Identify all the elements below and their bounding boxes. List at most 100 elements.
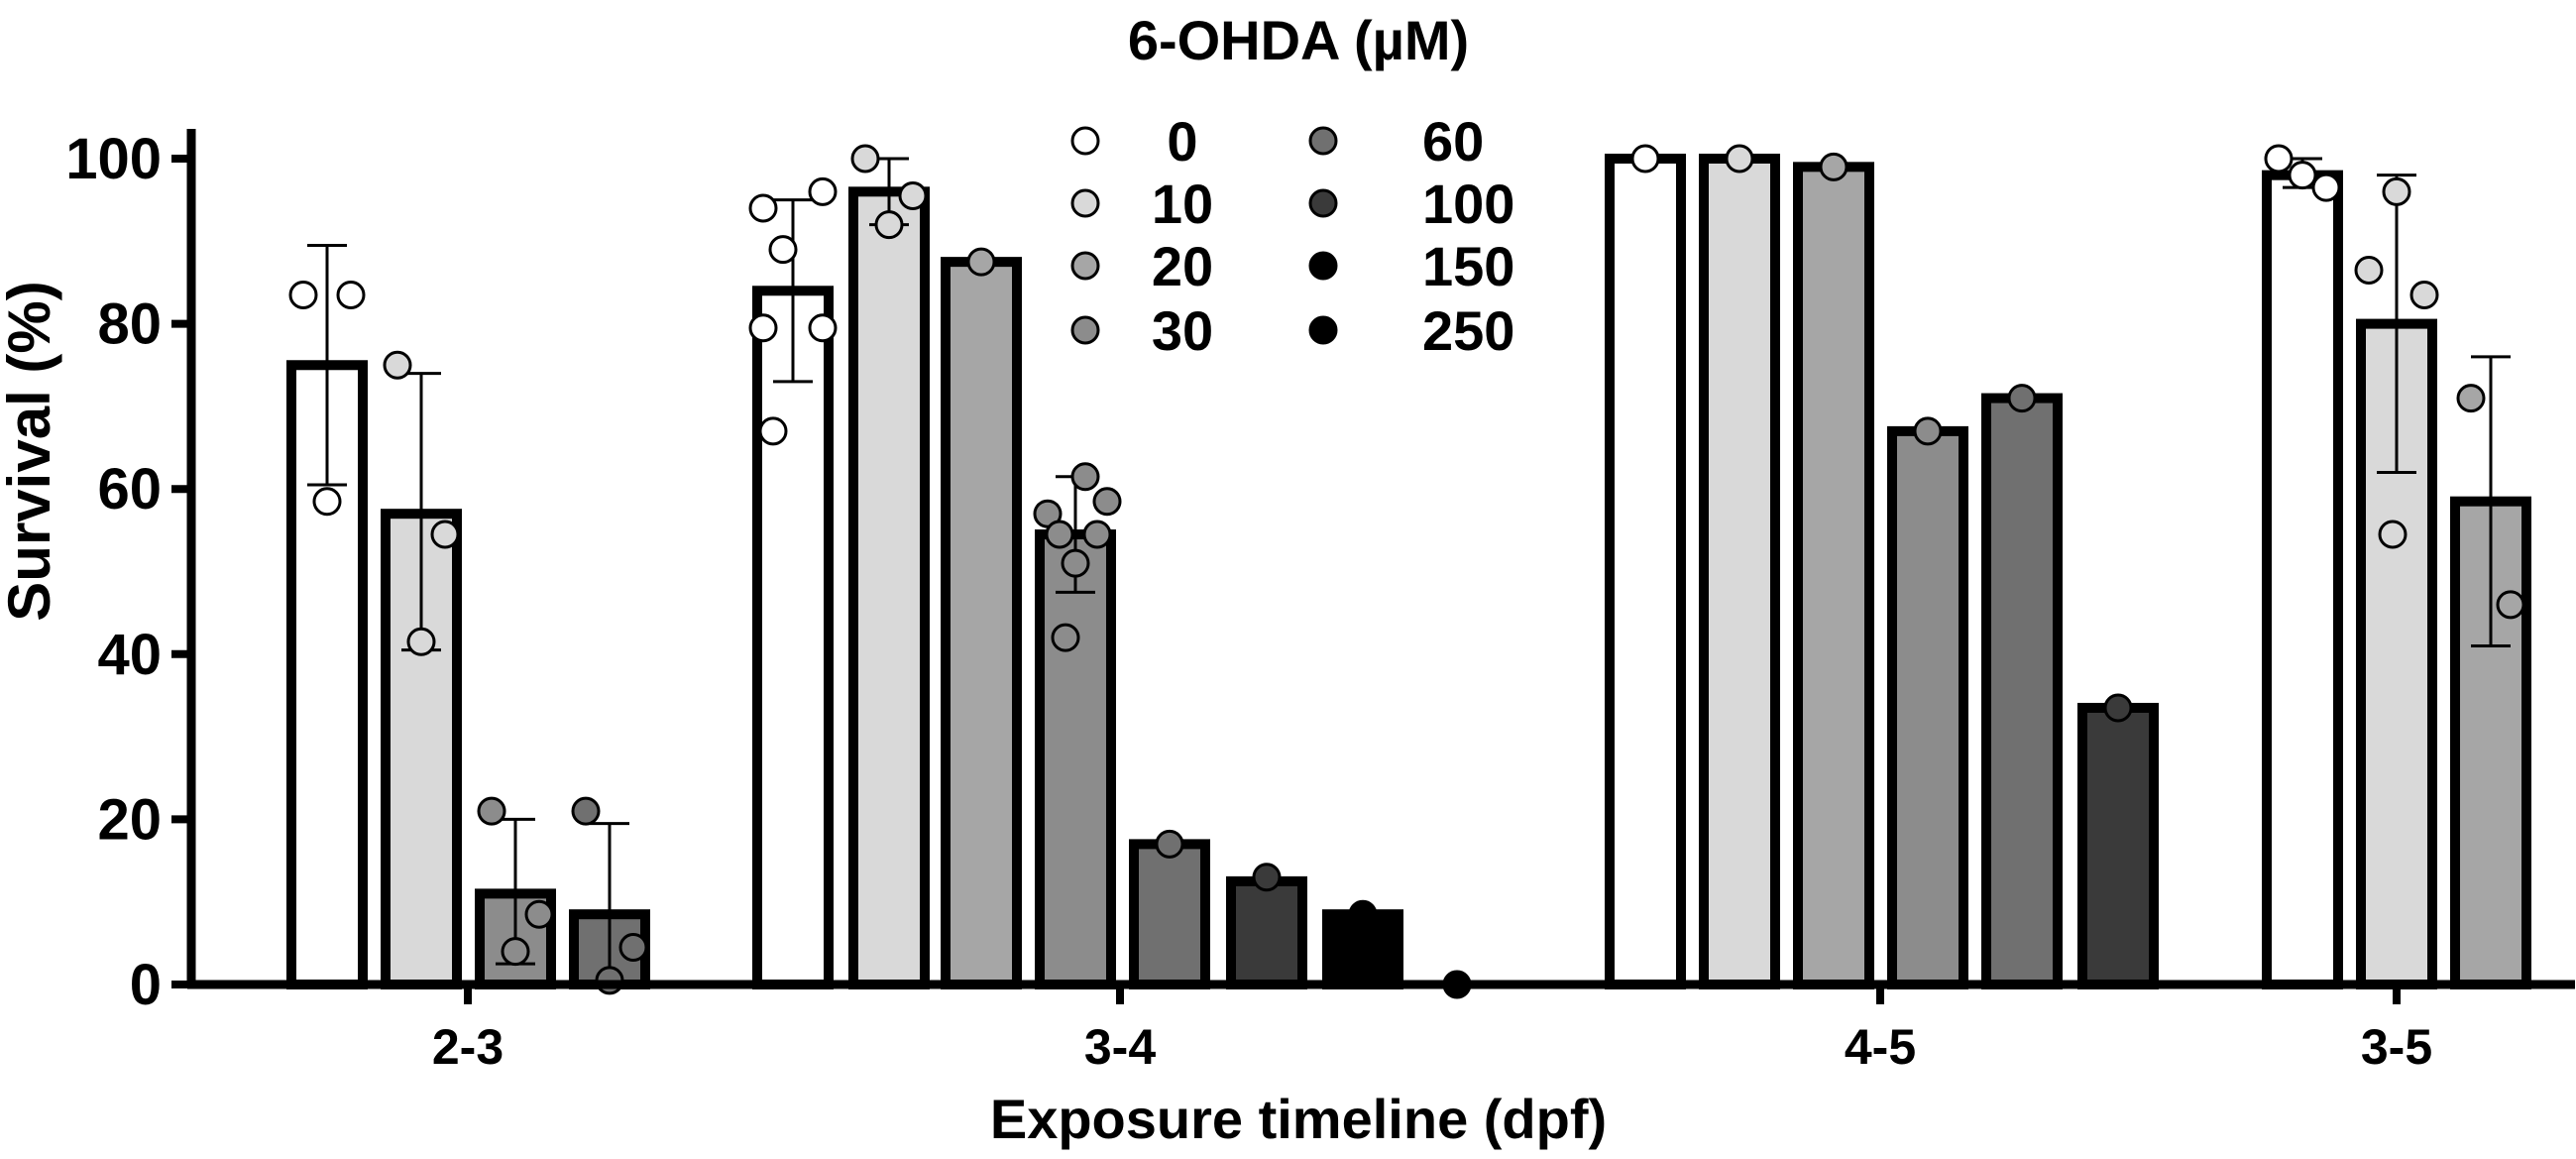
bar (1035, 529, 1116, 989)
y-tick-label: 20 (97, 787, 162, 852)
legend-marker (1070, 188, 1100, 218)
legend-marker (1308, 126, 1338, 156)
data-point (383, 350, 412, 380)
data-point (501, 937, 530, 967)
data-point (1913, 416, 1943, 446)
axes-layer: 0 20 40 60 80 100 2-3 3-4 4-5 3-5 (65, 127, 2575, 1075)
data-point (1819, 152, 1848, 181)
data-point (1348, 899, 1378, 929)
data-point (808, 176, 838, 206)
data-point (768, 235, 798, 265)
legend-marker (1308, 315, 1338, 345)
data-point (336, 280, 366, 309)
data-point (1155, 829, 1184, 859)
legend-label: 30 (1152, 299, 1213, 362)
data-point (2382, 176, 2411, 206)
data-point (1051, 623, 1080, 652)
bar (1793, 162, 1874, 989)
data-point (1070, 462, 1100, 492)
bar-group-2-3-0 (286, 243, 368, 989)
data-point (2311, 173, 2341, 202)
legend-marker (1070, 315, 1100, 345)
bar-group-2-3-10 (381, 350, 462, 989)
bar (2077, 702, 2159, 989)
bar-group-4-5-30 (1887, 416, 1968, 989)
legend-item-20: 20 (1070, 235, 1213, 297)
legend-item-0: 0 (1070, 110, 1198, 173)
bar (752, 286, 834, 989)
data-point (758, 416, 788, 446)
legend-item-30: 30 (1070, 299, 1213, 362)
data-point (1252, 863, 1282, 892)
y-tick-label: 80 (97, 292, 162, 357)
bar (1981, 393, 2063, 989)
data-point (2007, 384, 2037, 413)
data-point (2378, 520, 2408, 549)
bar-group-4-5-100 (2077, 693, 2159, 989)
legend-marker (1308, 188, 1338, 218)
bar (2262, 170, 2343, 990)
data-point (477, 796, 506, 826)
legend-marker (1308, 251, 1338, 281)
legend-marker (1070, 251, 1100, 281)
legend-label: 150 (1422, 235, 1514, 297)
x-axis-label: Exposure timeline (dpf) (990, 1088, 1607, 1150)
bar-group-2-3-30 (475, 796, 556, 989)
y-tick-label: 40 (97, 623, 162, 687)
data-point (406, 627, 436, 656)
legend-label: 20 (1152, 235, 1213, 297)
legend-label: 10 (1152, 173, 1213, 235)
bar-group-3-4-10 (848, 144, 930, 989)
x-tick-label: 4-5 (1845, 1019, 1916, 1075)
data-point (524, 899, 554, 929)
bar (1226, 875, 1307, 989)
data-point (748, 313, 778, 343)
data-point (618, 933, 648, 963)
y-tick-label: 0 (130, 953, 162, 1017)
bar (848, 186, 930, 989)
data-point (1045, 520, 1074, 549)
data-point (808, 313, 838, 343)
bar-group-3-4-30 (1033, 462, 1122, 989)
data-point (2288, 161, 2317, 190)
bars-layer (286, 144, 2531, 999)
data-point (2456, 384, 2486, 413)
data-point (571, 796, 601, 826)
legend-item-150: 150 (1308, 235, 1514, 297)
bar-group-3-5-0 (2262, 144, 2343, 990)
data-point (2496, 590, 2525, 620)
y-tick-label: 100 (65, 127, 162, 191)
data-point (1082, 520, 1112, 549)
legend-label: 250 (1422, 299, 1514, 362)
data-point (1092, 487, 1122, 517)
bar-group-4-5-0 (1605, 144, 1686, 989)
y-tick-label: 60 (97, 457, 162, 522)
data-point (2264, 144, 2294, 174)
bar-group-3-4-150 (1322, 899, 1403, 990)
legend-item-100: 100 (1308, 173, 1514, 235)
data-point (874, 210, 904, 240)
data-point (2354, 255, 2384, 285)
legend-item-10: 10 (1070, 173, 1213, 235)
legend-label: 0 (1167, 110, 1197, 173)
bar-group-3-4-60 (1129, 829, 1210, 990)
data-point (1630, 144, 1660, 174)
x-tick-label: 3-5 (2361, 1019, 2432, 1075)
bar-group-3-4-20 (941, 247, 1022, 989)
data-point (966, 247, 996, 277)
x-tick-label: 3-4 (1084, 1019, 1156, 1075)
legend-label: 60 (1422, 110, 1484, 173)
bar-group-4-5-20 (1793, 152, 1874, 989)
data-point (2409, 280, 2439, 309)
y-axis-label: Survival (%) (0, 281, 62, 621)
legend-item-250: 250 (1308, 299, 1514, 362)
bar (1699, 154, 1780, 989)
bar-group-3-5-10 (2354, 174, 2439, 990)
bar (1887, 425, 1968, 989)
bar (941, 257, 1022, 989)
data-point (2103, 693, 2133, 723)
bar-group-2-3-60 (569, 796, 650, 995)
bar-group-3-4-0 (748, 176, 838, 989)
